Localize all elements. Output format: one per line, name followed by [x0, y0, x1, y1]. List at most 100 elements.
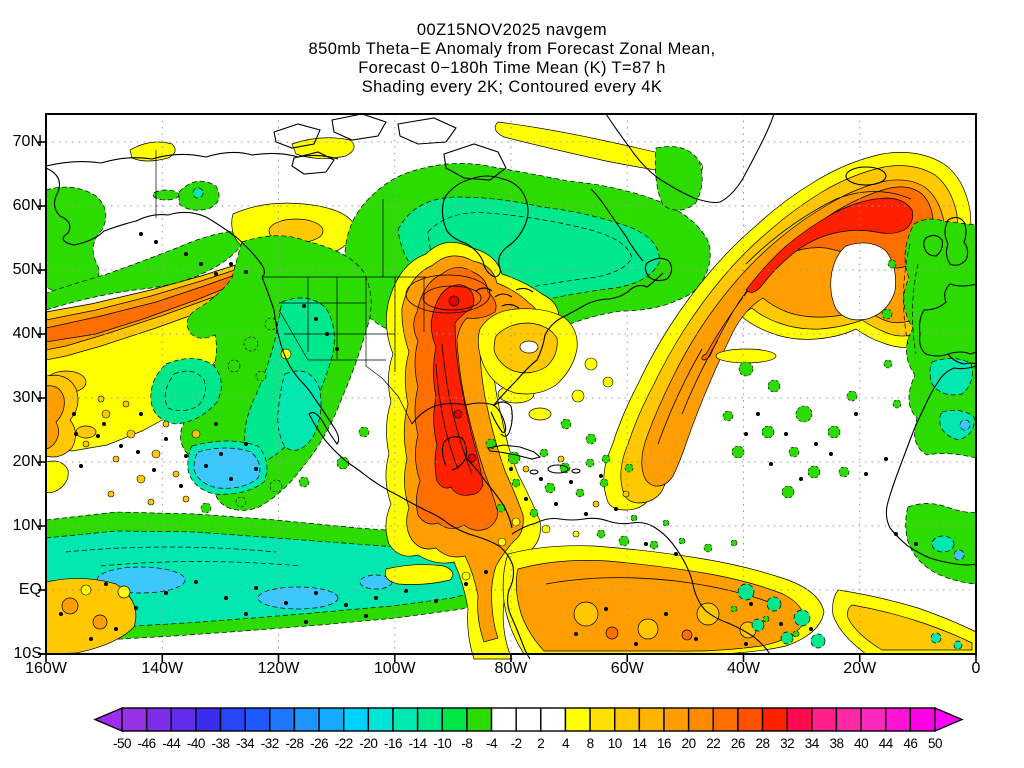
green-speck: [255, 370, 267, 382]
lat-label: 30N: [12, 389, 42, 406]
colorbar-label: 16: [657, 736, 671, 751]
alaska-coast: [45, 167, 265, 278]
north-africa-cyan-dot: [959, 419, 971, 431]
green-speck: [630, 514, 638, 522]
yellow-speck: [461, 571, 471, 581]
colorbar-cell: [195, 707, 222, 732]
dark-speck: [894, 532, 898, 536]
lat-label: 60N: [12, 197, 42, 214]
dark-speck: [864, 472, 868, 476]
green-speck: [838, 466, 850, 478]
dark-speck: [139, 412, 143, 416]
dark-speck: [524, 497, 528, 501]
colorbar-label: 38: [829, 736, 843, 751]
colorbar-cell: [564, 707, 591, 732]
dark-speck: [599, 474, 603, 478]
colorbar-cell: [786, 707, 813, 732]
ireland: [923, 234, 943, 257]
iceland: [845, 166, 887, 186]
dark-speck: [314, 317, 318, 321]
dark-speck: [464, 582, 468, 586]
green-speck: [624, 463, 634, 473]
title-line-1: 00Z15NOV2025 navgem: [416, 21, 608, 39]
colorbar-label: -26: [310, 736, 328, 751]
dark-speck: [644, 542, 648, 546]
gold-speck: [191, 429, 201, 439]
dark-speck: [244, 612, 248, 616]
dark-speck: [219, 452, 223, 456]
colorbar-cell: [466, 707, 493, 732]
lon-label: 100W: [373, 660, 416, 677]
green-speck: [795, 405, 813, 423]
dark-speck: [244, 442, 248, 446]
colorbar-label: -44: [162, 736, 181, 751]
africa-cyan-dot: [953, 549, 965, 561]
lat-label: 10S: [13, 645, 42, 662]
yellow-speck: [511, 517, 521, 527]
dark-speck: [204, 464, 208, 468]
tropical-atl-mint-3: [793, 609, 811, 627]
gold-speck: [182, 495, 190, 503]
gold-speck: [101, 409, 111, 419]
dark-speck: [229, 262, 233, 266]
colorbar-cell: [589, 707, 616, 732]
colorbar-cell: [663, 707, 690, 732]
dark-speck: [574, 632, 578, 636]
dark-speck: [799, 477, 803, 481]
green-speck: [761, 425, 775, 439]
lon-label: 160W: [25, 660, 67, 677]
green-speck: [585, 433, 597, 445]
dark-speck: [809, 627, 813, 631]
yellow-speck: [497, 537, 507, 547]
green-speck: [560, 418, 572, 430]
arctic-yellow-patch-2: [291, 137, 355, 159]
dark-speck: [829, 452, 833, 456]
lon-label: 20W: [843, 660, 877, 677]
colorbar-cell: [121, 707, 148, 732]
north-africa-teal-patch-1: [929, 358, 973, 396]
green-speck: [243, 336, 259, 352]
newfoundland: [644, 257, 673, 282]
us-east-coast: [492, 272, 664, 407]
colorbar-label: -16: [384, 736, 402, 751]
band-teal-dot-2: [953, 640, 963, 650]
labrador-coast: [590, 188, 644, 262]
gold-speck: [172, 470, 180, 478]
green-speck: [264, 317, 278, 331]
equatorial-dashed-contour-2: [100, 561, 302, 567]
pacific-gold-spot2: [75, 425, 97, 439]
lat-label: 20N: [12, 453, 42, 470]
jamaica: [529, 469, 539, 475]
africa-coast: [885, 365, 977, 566]
dark-speck: [152, 468, 156, 472]
dark-speck: [184, 454, 188, 458]
colorbar-cell: [145, 707, 172, 732]
cuba: [487, 444, 542, 460]
gold-speck: [151, 449, 161, 459]
colorbar-label: 2: [537, 736, 544, 751]
dark-speck: [569, 480, 573, 484]
lon-label: 60W: [610, 660, 644, 677]
colorbar-label: -22: [335, 736, 353, 751]
dark-speck: [164, 591, 168, 595]
title-line-3: Forecast 0−180h Time Mean (K) T=87 h: [358, 59, 666, 77]
colorbar-label: -14: [409, 736, 428, 751]
dark-speck: [769, 462, 773, 466]
green-speck: [601, 454, 611, 464]
tropical-atl-mint-5: [780, 631, 794, 645]
gold-speck: [162, 420, 170, 428]
gridlines: [46, 114, 976, 654]
green-speck: [703, 543, 713, 553]
colorbar-label: -40: [187, 736, 205, 751]
dark-speck: [749, 602, 753, 606]
dark-speck: [254, 586, 258, 590]
colorbar-label: -32: [261, 736, 279, 751]
dark-speck: [102, 422, 106, 426]
colorbar-cell: [367, 707, 394, 732]
great-lakes: [475, 287, 534, 309]
greenland-coast: [605, 113, 775, 204]
dark-speck: [509, 467, 513, 471]
colorbar-label: -8: [461, 736, 472, 751]
small-green-oval: [152, 189, 180, 201]
